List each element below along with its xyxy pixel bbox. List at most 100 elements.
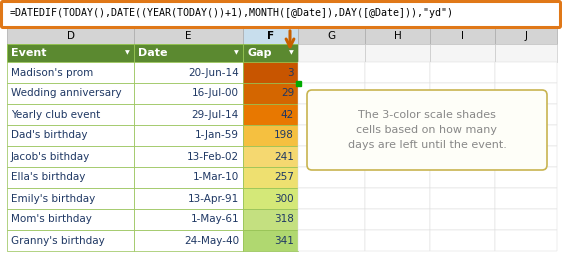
Bar — [430, 104, 495, 125]
Bar — [298, 83, 365, 104]
Bar — [134, 44, 243, 62]
Text: ▼: ▼ — [289, 50, 293, 56]
Bar — [134, 83, 243, 104]
Bar — [134, 125, 243, 146]
Bar — [298, 28, 365, 44]
FancyBboxPatch shape — [2, 2, 560, 28]
Text: Ella's birthday: Ella's birthday — [11, 172, 85, 183]
Text: ▼: ▼ — [234, 50, 238, 56]
Text: Jacob's bithday: Jacob's bithday — [11, 151, 90, 162]
Bar — [365, 44, 430, 62]
Bar — [243, 62, 298, 83]
Text: 300: 300 — [274, 194, 294, 203]
Bar — [7, 146, 134, 167]
Bar — [495, 44, 557, 62]
Bar — [243, 125, 298, 146]
Bar — [134, 209, 243, 230]
Text: E: E — [185, 31, 192, 41]
Bar — [495, 28, 557, 44]
Bar — [243, 28, 298, 44]
Bar — [430, 83, 495, 104]
FancyBboxPatch shape — [307, 90, 547, 170]
Text: 29: 29 — [281, 88, 294, 99]
Bar — [430, 230, 495, 251]
Text: Dad's birthday: Dad's birthday — [11, 131, 88, 140]
Bar — [298, 62, 365, 83]
Bar — [7, 188, 134, 209]
Text: D: D — [66, 31, 75, 41]
Bar — [134, 167, 243, 188]
Text: 341: 341 — [274, 235, 294, 245]
Bar — [430, 209, 495, 230]
Bar — [7, 62, 134, 83]
Text: 42: 42 — [281, 109, 294, 120]
Bar — [365, 146, 430, 167]
Bar — [365, 167, 430, 188]
Text: F: F — [267, 31, 274, 41]
Text: 318: 318 — [274, 214, 294, 225]
Bar — [365, 28, 430, 44]
Bar — [134, 230, 243, 251]
Bar — [365, 125, 430, 146]
Bar — [430, 167, 495, 188]
Text: 16-Jul-00: 16-Jul-00 — [192, 88, 239, 99]
Bar — [7, 44, 134, 62]
Bar — [7, 83, 134, 104]
Bar — [7, 28, 134, 44]
Bar — [298, 188, 365, 209]
Text: 24-May-40: 24-May-40 — [184, 235, 239, 245]
Bar — [7, 230, 134, 251]
Bar — [298, 230, 365, 251]
Bar — [495, 146, 557, 167]
Bar — [495, 209, 557, 230]
Bar — [134, 28, 243, 44]
Bar — [495, 83, 557, 104]
Bar — [298, 209, 365, 230]
Bar — [243, 83, 298, 104]
Bar — [243, 167, 298, 188]
Bar — [495, 125, 557, 146]
Text: Date: Date — [138, 48, 167, 58]
Bar — [495, 104, 557, 125]
Bar — [134, 188, 243, 209]
Bar — [298, 104, 365, 125]
Bar — [430, 125, 495, 146]
Bar — [495, 230, 557, 251]
Bar — [134, 104, 243, 125]
Text: 13-Feb-02: 13-Feb-02 — [187, 151, 239, 162]
Text: J: J — [524, 31, 528, 41]
Bar — [243, 188, 298, 209]
Bar — [495, 167, 557, 188]
Text: H: H — [393, 31, 401, 41]
Bar — [243, 104, 298, 125]
Bar — [365, 209, 430, 230]
Text: =DATEDIF(TODAY(),DATE((YEAR(TODAY())+1),MONTH([@Date]),DAY([@Date])),"yd"): =DATEDIF(TODAY(),DATE((YEAR(TODAY())+1),… — [10, 8, 454, 18]
Bar — [243, 230, 298, 251]
Text: 29-Jul-14: 29-Jul-14 — [192, 109, 239, 120]
Bar — [495, 62, 557, 83]
Text: Madison's prom: Madison's prom — [11, 68, 93, 77]
Bar — [7, 209, 134, 230]
Text: G: G — [328, 31, 336, 41]
Bar — [365, 188, 430, 209]
Text: Event: Event — [11, 48, 47, 58]
Bar — [430, 188, 495, 209]
Text: 198: 198 — [274, 131, 294, 140]
Text: Gap: Gap — [247, 48, 271, 58]
Text: Mom's birthday: Mom's birthday — [11, 214, 92, 225]
Text: 257: 257 — [274, 172, 294, 183]
Bar — [298, 125, 365, 146]
Bar — [7, 125, 134, 146]
Bar — [298, 44, 365, 62]
Text: 1-Mar-10: 1-Mar-10 — [193, 172, 239, 183]
Bar — [134, 146, 243, 167]
Bar — [134, 62, 243, 83]
Text: I: I — [461, 31, 464, 41]
Text: 241: 241 — [274, 151, 294, 162]
Bar — [430, 62, 495, 83]
Text: Yearly club event: Yearly club event — [11, 109, 100, 120]
Bar — [430, 44, 495, 62]
Bar — [430, 146, 495, 167]
Text: Granny's birthday: Granny's birthday — [11, 235, 105, 245]
Text: ▼: ▼ — [125, 50, 129, 56]
